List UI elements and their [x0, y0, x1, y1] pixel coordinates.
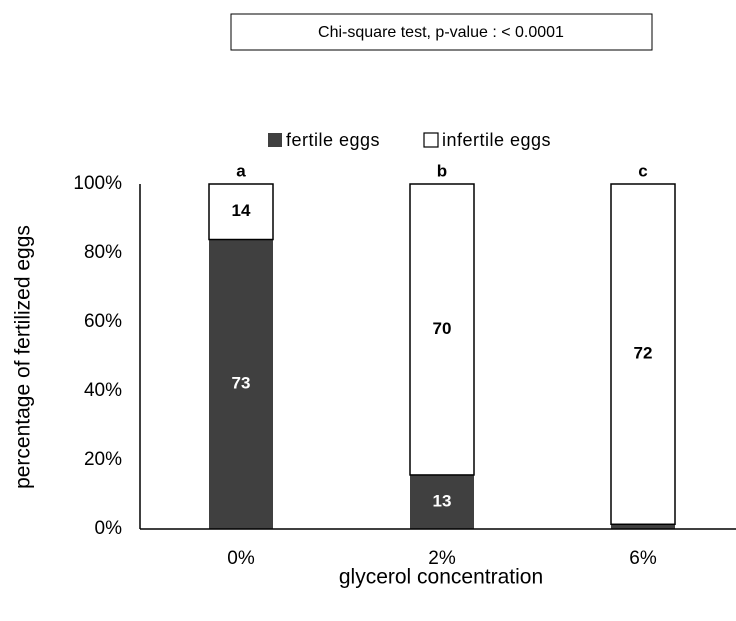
y-tick-label: 0% — [95, 518, 123, 539]
title-box — [230, 13, 653, 51]
y-axis-title: percentage of fertilized eggs — [12, 225, 35, 489]
data-label: 13 — [433, 491, 452, 510]
x-tick-label: 0% — [227, 548, 255, 569]
y-tick-label: 60% — [84, 311, 122, 332]
y-tick-label: 80% — [84, 242, 122, 263]
x-axis-title: glycerol concentration — [339, 566, 543, 589]
group-letter: a — [236, 161, 246, 180]
y-tick-label: 100% — [73, 173, 122, 194]
legend-swatch — [423, 132, 439, 148]
data-label: 73 — [232, 374, 251, 393]
legend-label: infertile eggs — [442, 130, 551, 150]
bar-segment — [410, 474, 474, 529]
group-letter: c — [638, 161, 647, 180]
legend-swatch — [268, 133, 282, 147]
data-label: 72 — [634, 344, 653, 363]
bar-segment — [209, 239, 273, 529]
data-label: 70 — [433, 319, 452, 338]
bar-segment — [610, 183, 676, 526]
bar-segment — [409, 183, 475, 476]
legend-label: fertile eggs — [286, 130, 380, 150]
y-tick-label: 20% — [84, 449, 122, 470]
chart-title: Chi-square test, p-value : < 0.0001 — [318, 24, 564, 41]
bar-segment — [611, 524, 675, 529]
bar-segment — [208, 183, 274, 241]
x-tick-label: 6% — [629, 548, 657, 569]
x-tick-label: 2% — [428, 548, 456, 569]
data-label: 14 — [232, 201, 251, 220]
y-tick-label: 40% — [84, 380, 122, 401]
group-letter: b — [437, 161, 447, 180]
